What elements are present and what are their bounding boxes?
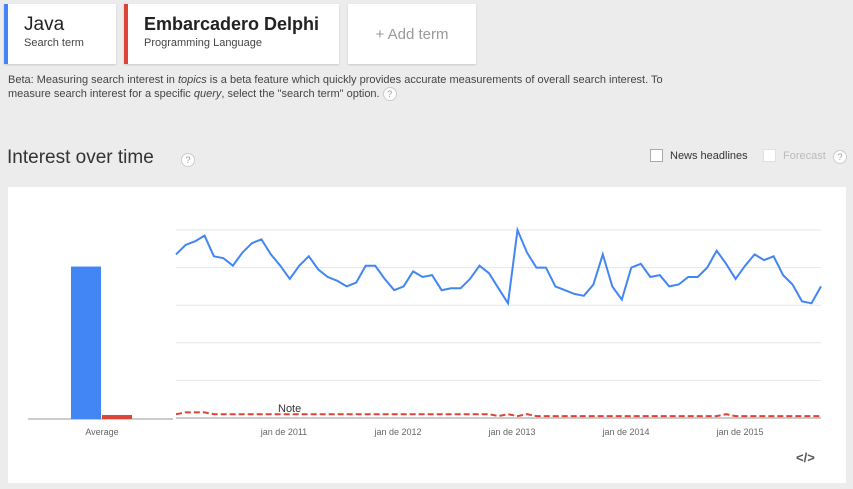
term-name: Java (24, 14, 65, 35)
section-title: Interest over time (7, 147, 154, 168)
forecast-checkbox[interactable] (763, 149, 776, 162)
help-icon[interactable]: ? (833, 150, 847, 164)
beta-text-3: , select the "search term" option. (221, 88, 380, 100)
term-name: Embarcadero Delphi (144, 14, 320, 34)
term-card-delphi[interactable]: Embarcadero Delphi Programming Language (124, 4, 339, 64)
average-bar (71, 266, 101, 419)
x-tick-label: jan de 2013 (487, 427, 535, 437)
beta-text-2: is a beta feature which quickly provides… (8, 74, 663, 100)
java-series-line (175, 226, 822, 307)
x-tick-label: jan de 2014 (601, 427, 649, 437)
news-headlines-label: News headlines (670, 149, 748, 162)
forecast-label: Forecast (783, 149, 826, 162)
delphi-series-line (175, 411, 821, 418)
chart-annotation: Note (278, 403, 301, 415)
beta-topics: topics (177, 74, 207, 86)
forecast-toggle[interactable]: Forecast (763, 149, 826, 162)
term-color-bar (124, 4, 128, 64)
add-term-button[interactable]: + Add term (348, 4, 476, 64)
term-color-bar (4, 4, 8, 64)
news-headlines-toggle[interactable]: News headlines (650, 149, 748, 162)
embed-code-icon[interactable]: </> (796, 450, 815, 465)
interest-chart: Average jan de 2011 jan de 2012 jan de 2013… (28, 226, 822, 437)
term-type: Search term (24, 37, 84, 49)
beta-query: query (193, 88, 222, 100)
help-icon[interactable]: ? (181, 153, 195, 167)
average-bar (102, 415, 132, 419)
x-tick-label: jan de 2011 (260, 427, 307, 437)
term-type: Programming Language (144, 37, 263, 49)
interest-chart-card: Average jan de 2011 jan de 2012 jan de 2013… (8, 187, 846, 483)
news-headlines-checkbox[interactable] (650, 149, 663, 162)
help-icon[interactable]: ? (382, 87, 397, 102)
average-label: Average (85, 427, 118, 437)
beta-notice: Beta: Measuring search interest in topic… (8, 73, 688, 102)
beta-text-1: Beta: Measuring search interest in (8, 74, 178, 86)
term-card-java[interactable]: Java Search term (4, 4, 116, 64)
x-tick-label: jan de 2012 (373, 427, 421, 437)
x-tick-label: jan de 2015 (715, 427, 763, 437)
